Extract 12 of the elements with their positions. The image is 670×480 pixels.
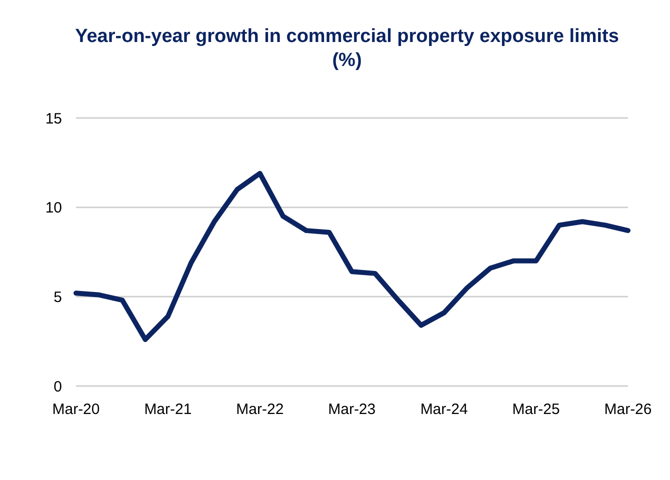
x-tick-label: Mar-24 [420,401,468,418]
x-tick-label: Mar-21 [144,401,192,418]
x-tick-label: Mar-20 [52,401,100,418]
chart-title: Year-on-year growth in commercial property exposure limits (%) [75,26,619,71]
y-tick-label: 10 [45,200,62,217]
y-tick-label: 15 [45,110,62,128]
x-tick-label: Mar-25 [512,401,560,418]
y-tick-label: 5 [54,288,62,306]
x-tick-label: Mar-23 [328,401,376,418]
x-tick-label: Mar-22 [236,401,284,418]
x-tick-label: Mar-26 [604,401,652,418]
y-tick-label: 0 [54,378,62,396]
